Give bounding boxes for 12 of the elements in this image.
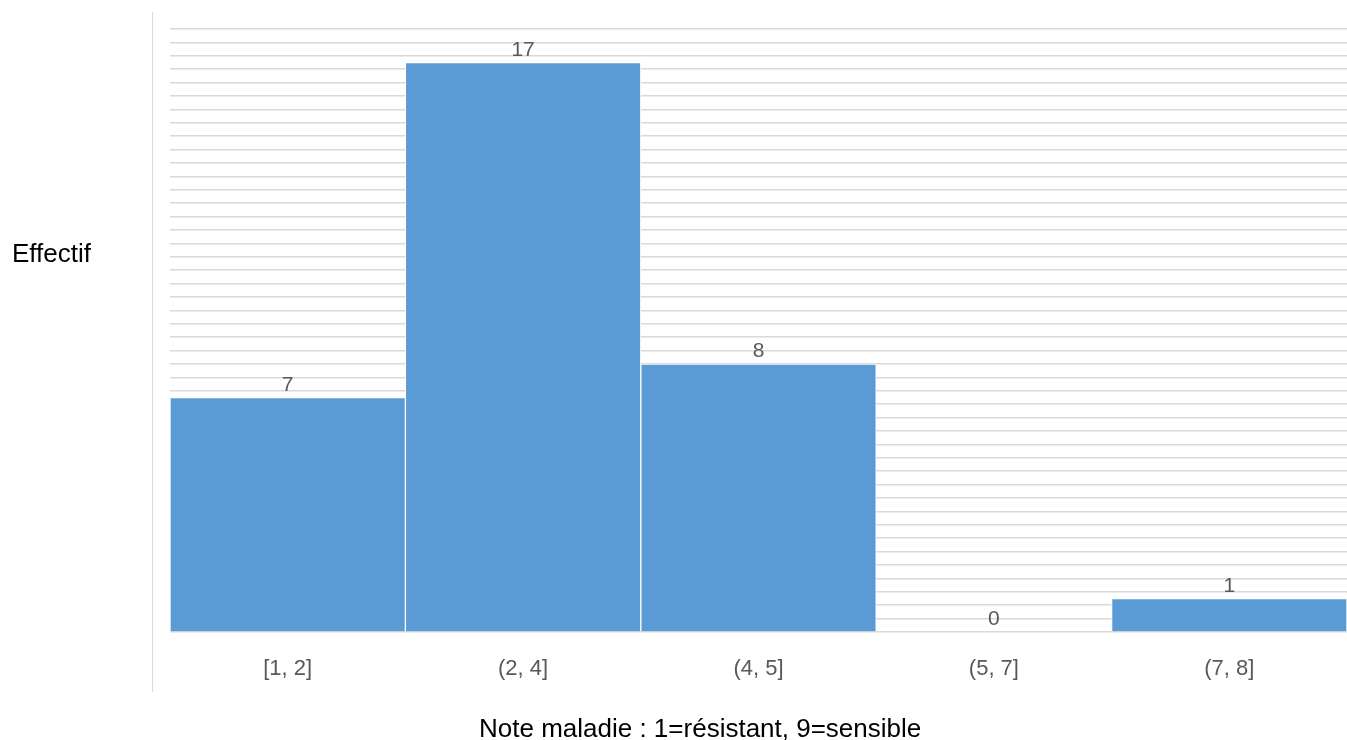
y-axis-title: Effectif <box>12 238 92 268</box>
x-tick-label: (5, 7] <box>968 655 1019 681</box>
data-label: 8 <box>752 338 765 361</box>
x-tick-label: [1, 2] <box>263 655 313 681</box>
data-label: 0 <box>988 606 1000 629</box>
data-label: 7 <box>281 371 294 395</box>
x-tick-label: (2, 4] <box>498 655 549 681</box>
x-tick-label: (4, 5] <box>733 655 784 681</box>
data-label: 1 <box>1223 572 1236 596</box>
x-axis-title: Note maladie : 1=résistant, 9=sensible <box>479 713 922 740</box>
data-label: 17 <box>511 36 535 60</box>
x-tick-label: (7, 8] <box>1204 655 1255 681</box>
